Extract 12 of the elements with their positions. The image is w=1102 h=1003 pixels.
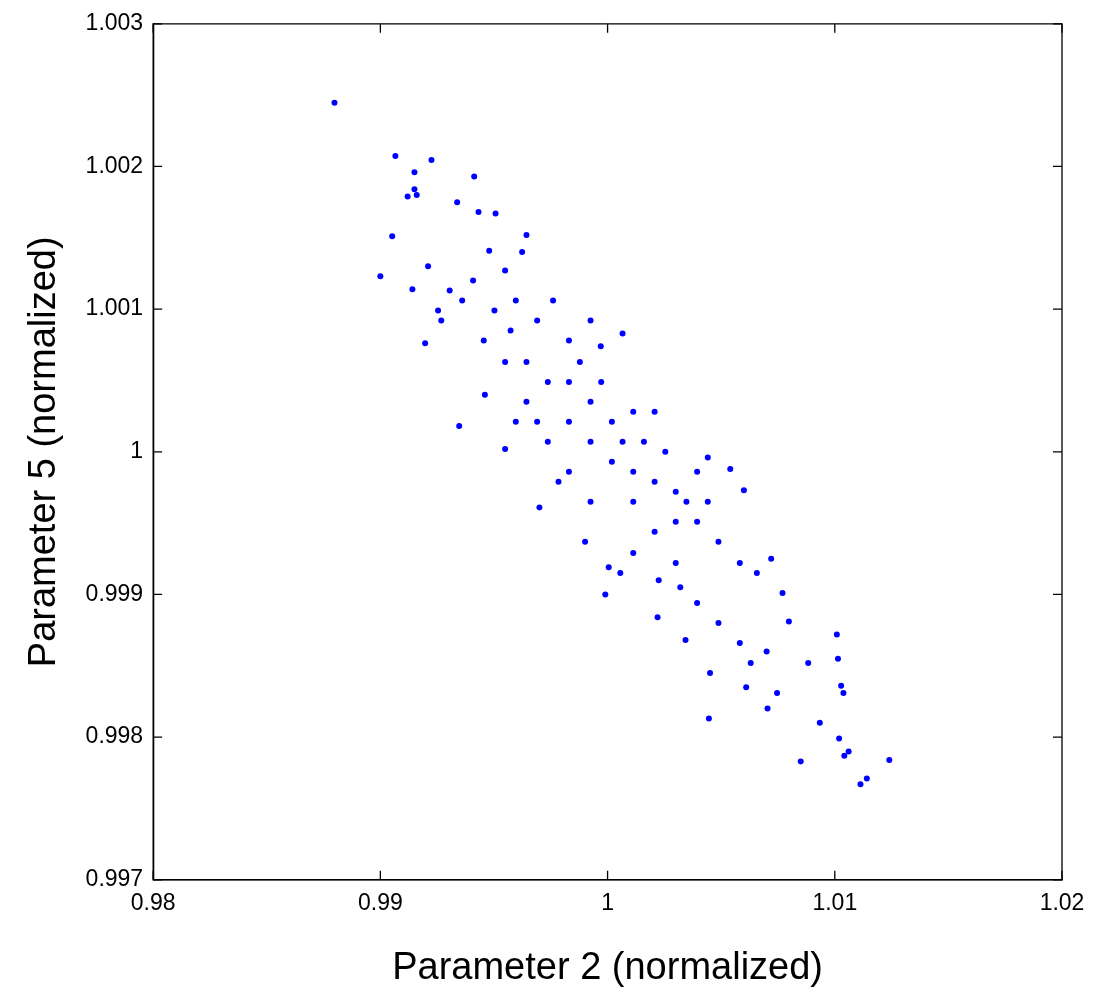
y-tick-label: 0.998 [85,722,144,749]
x-axis-title: Parameter 2 (normalized) [392,944,823,987]
x-tick-label: 0.99 [357,888,403,915]
x-tick-label: 1.02 [1039,888,1085,915]
y-tick-label: 1.001 [85,294,144,321]
y-tick-label: 1.002 [85,151,144,178]
y-tick-label: 1.003 [85,9,144,36]
y-tick-label: 1 [130,437,144,464]
x-tick-label: 1 [601,888,614,915]
x-tick-label: 1.01 [812,888,858,915]
y-tick-label: 0.999 [85,579,144,606]
y-axis-title: Parameter 5 (normalized) [21,236,64,668]
